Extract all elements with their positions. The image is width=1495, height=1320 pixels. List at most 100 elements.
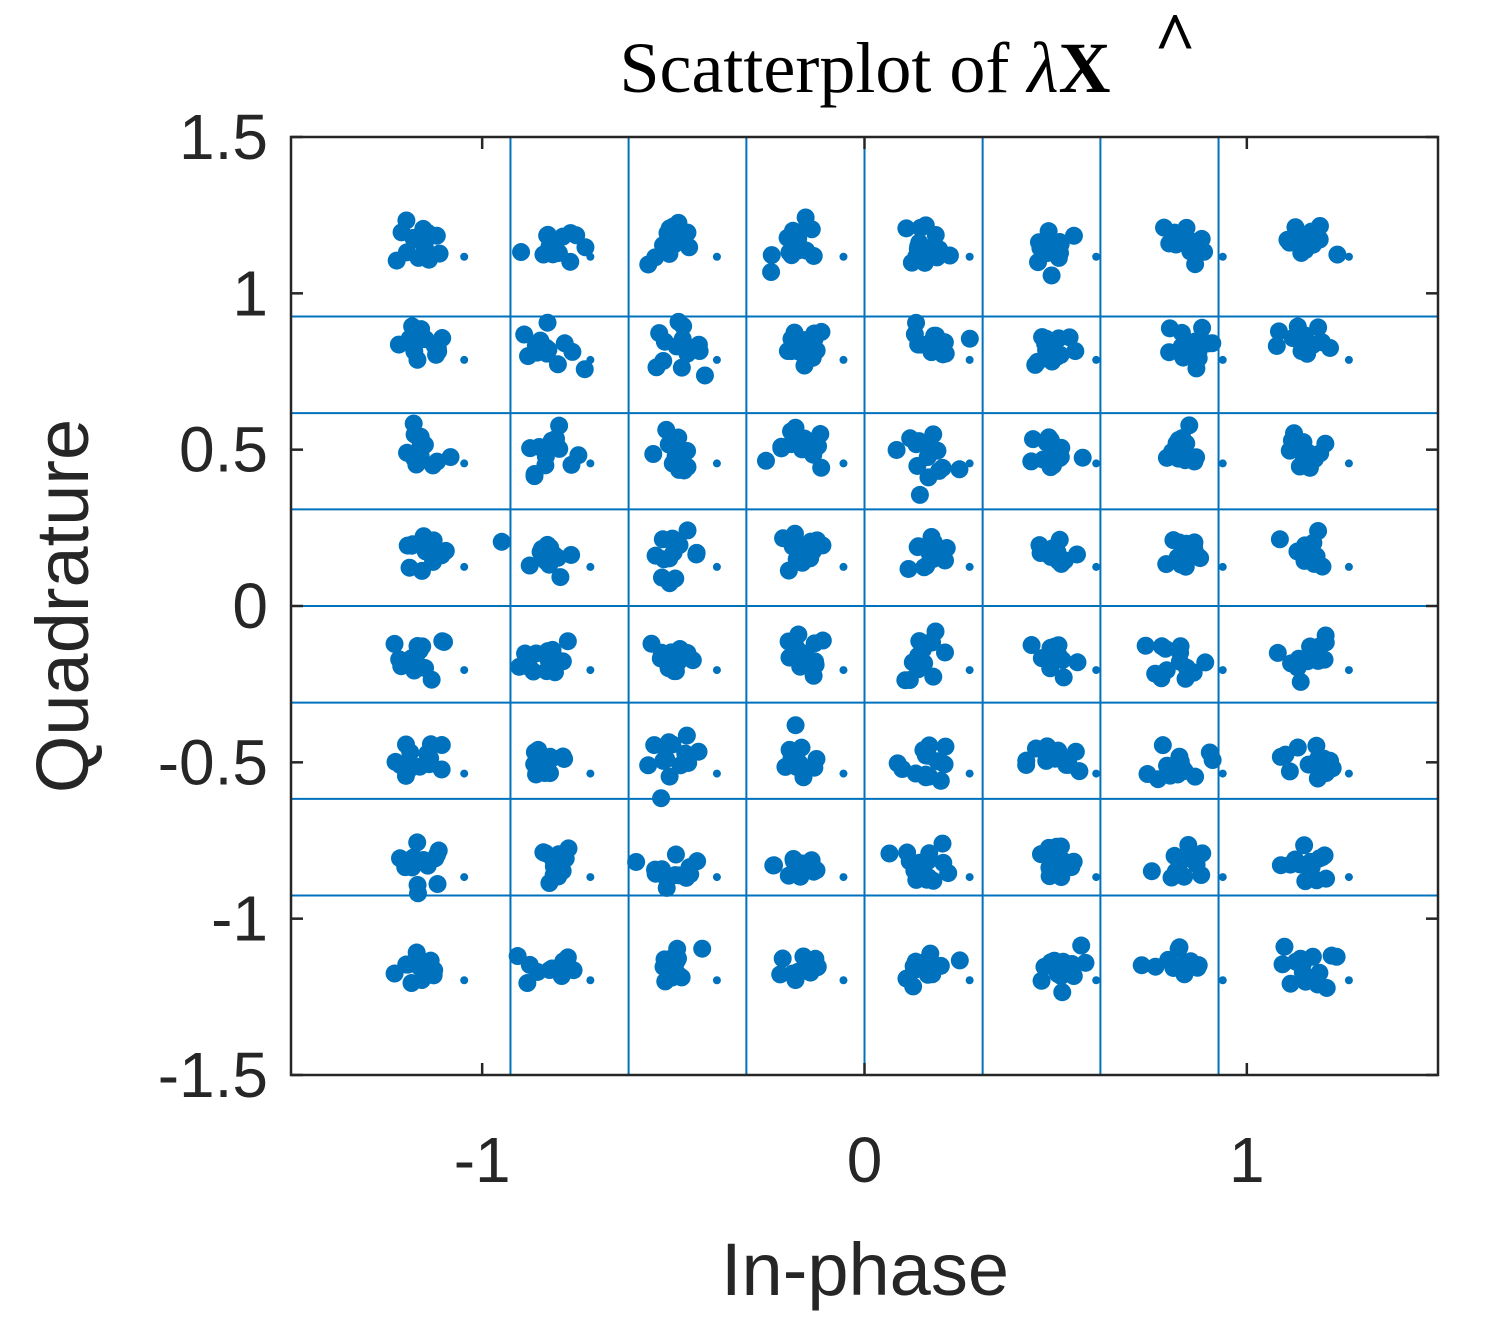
- scatter-point: [960, 329, 979, 348]
- scatter-point: [712, 873, 721, 882]
- scatter-point: [423, 456, 442, 475]
- scatter-point: [561, 252, 580, 271]
- scatter-point: [785, 323, 804, 342]
- scatter-point: [1092, 666, 1101, 675]
- scatter-point: [408, 833, 427, 852]
- scatter-point: [525, 467, 544, 486]
- scatter-point: [386, 752, 405, 771]
- scatter-point: [965, 562, 974, 571]
- chart-title: Scatterplot of λX ^: [619, 0, 1195, 108]
- scatter-point: [552, 967, 571, 986]
- scatter-point: [385, 634, 404, 653]
- scatter-point: [646, 860, 665, 879]
- scatter-point: [460, 252, 469, 261]
- scatter-point: [411, 435, 430, 454]
- scatter-point: [1328, 245, 1347, 264]
- title-prefix: Scatterplot of: [619, 28, 1027, 108]
- scatter-point: [1092, 252, 1101, 261]
- scatter-point: [1218, 976, 1227, 985]
- scatter-point: [1286, 850, 1305, 869]
- scatter-point: [786, 637, 805, 656]
- scatter-point: [1050, 530, 1069, 549]
- scatter-point: [563, 342, 582, 361]
- scatter-point: [786, 971, 805, 990]
- scatter-point: [689, 335, 708, 354]
- title-variable: X: [1059, 28, 1111, 108]
- scatter-point: [1195, 242, 1214, 261]
- scatter-point: [670, 460, 689, 479]
- scatter-point: [1136, 636, 1155, 655]
- scatter-point: [1171, 643, 1190, 662]
- scatter-point: [1155, 218, 1174, 237]
- scatter-point: [712, 666, 721, 675]
- scatter-point: [907, 313, 926, 332]
- scatter-point: [802, 220, 821, 239]
- scatter-point: [526, 336, 545, 355]
- scatter-point: [839, 666, 848, 675]
- scatter-point: [1287, 327, 1306, 346]
- scatter-point: [965, 873, 974, 882]
- scatter-point: [1308, 975, 1327, 994]
- scatter-point: [432, 736, 451, 755]
- scatter-point: [933, 834, 952, 853]
- scatter-point: [654, 751, 673, 770]
- scatter-point: [1024, 430, 1043, 449]
- scatter-point: [1218, 252, 1227, 261]
- scatter-point: [965, 252, 974, 261]
- scatter-point: [1173, 429, 1192, 448]
- scatter-point: [783, 744, 802, 763]
- scatter-point: [839, 873, 848, 882]
- scatter-point: [1305, 231, 1324, 250]
- decision-boundaries: [291, 137, 1438, 1075]
- scatter-point: [965, 666, 974, 675]
- scatter-point: [1276, 745, 1295, 764]
- scatter-point: [669, 428, 688, 447]
- scatter-point: [1168, 765, 1187, 784]
- scatter-point: [756, 451, 775, 470]
- scatter-point: [389, 335, 408, 354]
- x-axis-label: In-phase: [721, 1228, 1009, 1311]
- scatter-point: [639, 756, 658, 775]
- scatter-point: [521, 439, 540, 458]
- scatter-point: [800, 537, 819, 556]
- scatter-point: [1286, 218, 1305, 237]
- scatter-point: [586, 976, 595, 985]
- scatter-points: [385, 208, 1353, 1002]
- scatter-point: [915, 253, 934, 272]
- scatter-point: [924, 425, 943, 444]
- scatter-point: [1193, 318, 1212, 337]
- scatter-point: [897, 219, 916, 238]
- scatter-point: [421, 951, 440, 970]
- scatter-point: [1092, 562, 1101, 571]
- scatter-point: [1017, 755, 1036, 774]
- scatter-point: [674, 317, 693, 336]
- scatter-point: [1301, 852, 1320, 871]
- scatter-point: [550, 416, 569, 435]
- scatter-point: [1299, 755, 1318, 774]
- scatter-point: [460, 976, 469, 985]
- scatter-point: [408, 875, 427, 894]
- scatter-point: [712, 355, 721, 364]
- scatter-point: [670, 866, 689, 885]
- scatter-point: [898, 843, 917, 862]
- scatter-point: [1142, 862, 1161, 881]
- scatter-point: [460, 562, 469, 571]
- scatter-point: [934, 334, 953, 353]
- scatter-point: [1146, 957, 1165, 976]
- scatter-point: [492, 532, 511, 551]
- scatter-point: [672, 358, 691, 377]
- scatter-point: [764, 856, 783, 875]
- scatter-point: [654, 236, 673, 255]
- scatter-point: [1052, 966, 1071, 985]
- scatter-point: [644, 445, 663, 464]
- x-tick-label: -1: [454, 1124, 511, 1196]
- scatter-point: [916, 746, 935, 765]
- scatter-point: [839, 769, 848, 778]
- y-tick-label: -0.5: [158, 726, 268, 798]
- scatter-point: [899, 559, 918, 578]
- scatter-point: [642, 634, 661, 653]
- scatter-point: [1218, 562, 1227, 571]
- scatter-point: [1295, 836, 1314, 855]
- scatter-point: [545, 865, 564, 884]
- scatter-point: [712, 252, 721, 261]
